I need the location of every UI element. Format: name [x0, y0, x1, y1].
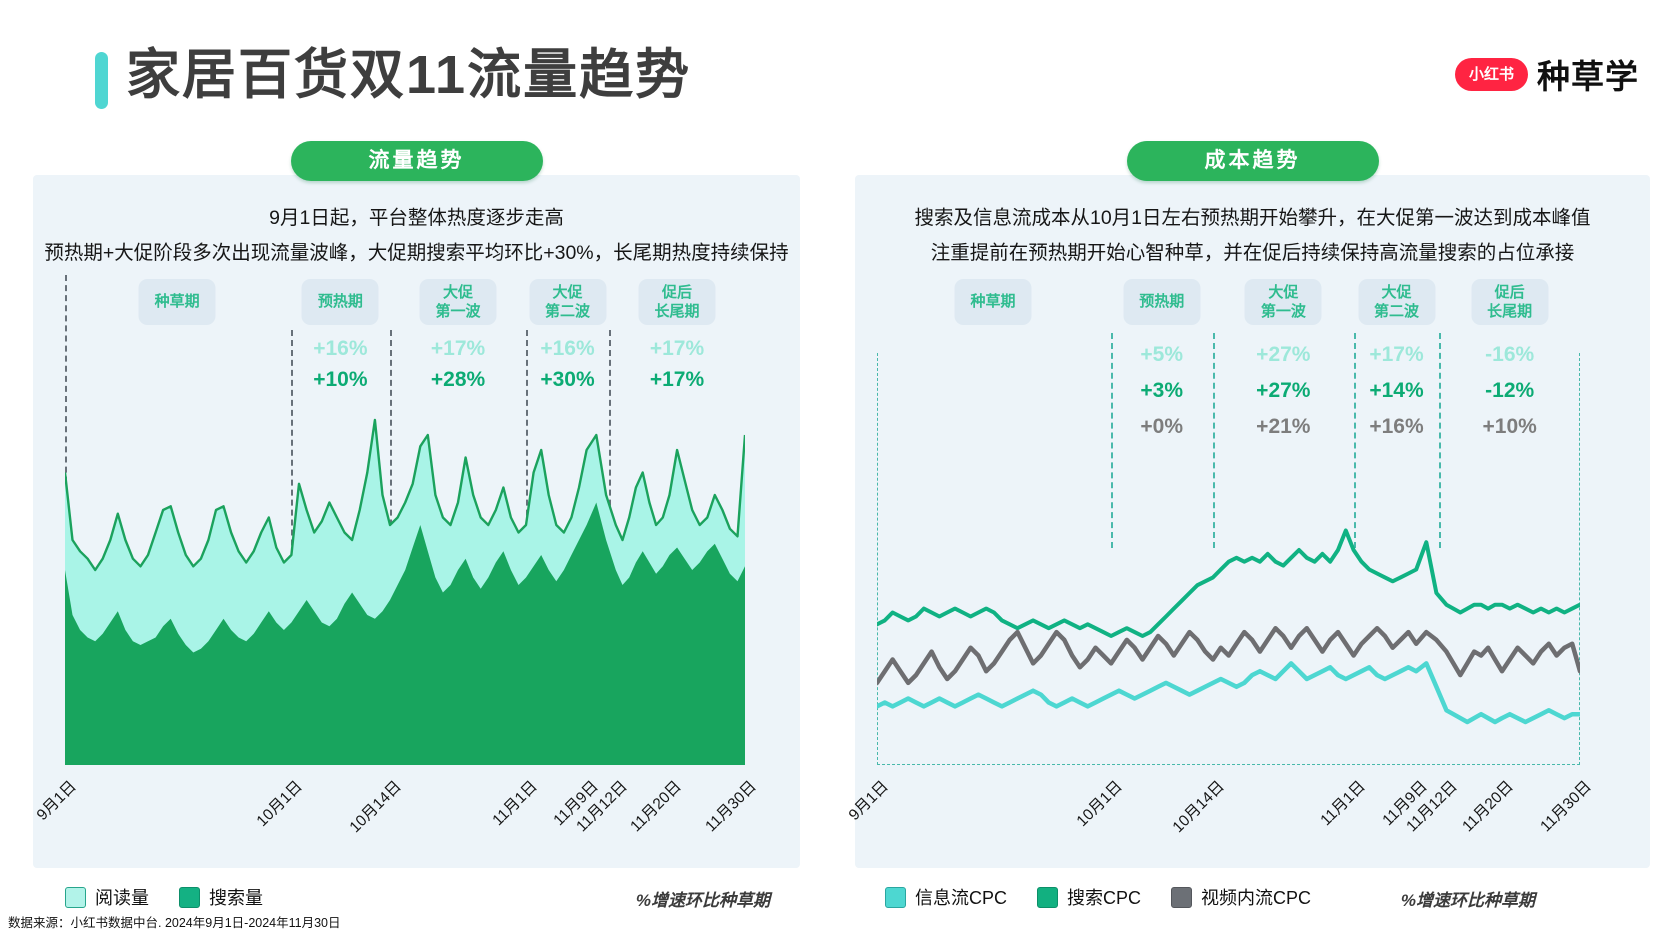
phase-label: 种草期	[138, 279, 216, 325]
section-pill-cost: 成本趋势	[1126, 141, 1379, 181]
phase-boundary-line	[1111, 333, 1114, 548]
legend-item: 搜索CPC	[1037, 884, 1141, 910]
growth-value: +16%	[540, 337, 595, 360]
phase-label: 大促 第一波	[1244, 279, 1322, 325]
growth-value: +14%	[1369, 379, 1424, 402]
brand-name: 种草学	[1537, 58, 1639, 95]
traffic-chart-area: 种草期 预热期 大促 第一波 大促 第二波 促后 长尾期 +16% +10% +17% +28% +16…	[33, 175, 800, 868]
page-title: 家居百货双11流量趋势	[126, 45, 692, 105]
legend-swatch	[885, 886, 906, 908]
x-axis-label: 10月14日	[1169, 777, 1228, 837]
growth-value: +21%	[1256, 415, 1311, 438]
traffic-growth-note: %增速环比种草期	[635, 891, 770, 910]
cost-growth-note: %增速环比种草期	[1400, 891, 1535, 910]
phase-label: 大促 第二波	[1358, 279, 1436, 325]
cost-legend: 信息流CPC 搜索CPC 视频内流CPC	[885, 884, 1311, 910]
legend-label: 阅读量	[95, 888, 149, 908]
traffic-area-plot	[65, 390, 745, 765]
legend-swatch	[1171, 886, 1193, 908]
growth-value-column: +16% +10%	[313, 337, 367, 399]
growth-value: +5%	[1140, 343, 1184, 366]
phase-label: 预热期	[1123, 279, 1201, 325]
phase-label: 大促 第二波	[529, 279, 607, 325]
legend-label: 信息流CPC	[915, 888, 1008, 908]
legend-item: 搜索量	[179, 884, 263, 910]
growth-value: +3%	[1140, 379, 1184, 402]
growth-value-column: +5% +3% +0%	[1140, 343, 1183, 451]
growth-value-column: +16% +30%	[540, 337, 594, 399]
x-axis-label: 10月1日	[1073, 777, 1126, 831]
x-axis-label: 10月1日	[254, 777, 307, 831]
growth-value: +28%	[430, 368, 486, 391]
growth-value: +17%	[1369, 343, 1424, 366]
legend-swatch	[179, 886, 200, 908]
xiaohongshu-badge: 小红书	[1454, 57, 1528, 91]
x-axis-label: 9月1日	[845, 777, 892, 824]
legend-label: 视频内流CPC	[1201, 888, 1312, 908]
growth-value-column: +17% +28%	[431, 337, 485, 399]
traffic-description-line2: 预热期+大促阶段多次出现流量波峰，大促期搜索平均环比+30%，长尾期热度持续保持	[44, 242, 789, 264]
phase-boundary-line	[1353, 333, 1356, 548]
phase-label: 促后 长尾期	[638, 279, 716, 325]
cost-description-line2: 注重提前在预热期开始心智种草，并在促后持续保持高流量搜索的占位承接	[930, 242, 1575, 264]
x-axis-label: 10月14日	[346, 777, 405, 837]
phase-label: 种草期	[954, 279, 1032, 325]
chart-dashed-frame	[877, 353, 1580, 765]
traffic-legend: 阅读量 搜索量	[65, 884, 263, 910]
growth-value: +10%	[313, 368, 368, 391]
growth-value: +17%	[649, 337, 705, 360]
cost-description-line1: 搜索及信息流成本从10月1日左右预热期开始攀升，在大促第一波达到成本峰值	[914, 207, 1591, 229]
growth-value-column: +17% +17%	[650, 337, 704, 399]
cost-trend-panel: 成本趋势 搜索及信息流成本从10月1日左右预热期开始攀升，在大促第一波达到成本峰…	[846, 141, 1650, 868]
legend-item: 阅读量	[65, 884, 149, 910]
cost-line-chart-svg	[877, 528, 1580, 725]
growth-value: -16%	[1485, 343, 1535, 366]
phase-label: 促后 长尾期	[1471, 279, 1549, 325]
growth-value-column: -16% -12% +10%	[1483, 343, 1537, 451]
growth-value-column: +27% +27% +21%	[1256, 343, 1310, 451]
growth-value: +16%	[1369, 415, 1424, 438]
legend-label: 搜索CPC	[1067, 888, 1142, 908]
legend-item: 视频内流CPC	[1171, 884, 1311, 910]
growth-value: +27%	[1256, 343, 1311, 366]
growth-value: +30%	[540, 368, 595, 391]
phase-boundary-line	[1213, 333, 1216, 548]
growth-value: +17%	[430, 337, 486, 360]
legend-swatch	[65, 886, 86, 908]
legend-item: 信息流CPC	[885, 884, 1007, 910]
section-pill-traffic: 流量趋势	[290, 141, 543, 181]
traffic-description-line1: 9月1日起，平台整体热度逐步走高	[269, 207, 564, 229]
legend-swatch	[1037, 886, 1059, 908]
phase-label: 预热期	[301, 279, 379, 325]
traffic-trend-panel: 流量趋势 9月1日起，平台整体热度逐步走高 预热期+大促阶段多次出现流量波峰，大…	[33, 141, 800, 868]
growth-value: +10%	[1482, 415, 1537, 438]
data-source: 数据来源：小红书数据中台. 2024年9月1日-2024年11月30日	[8, 916, 341, 930]
growth-value: +17%	[649, 368, 705, 391]
growth-value: +27%	[1256, 379, 1311, 402]
legend-label: 搜索量	[209, 888, 263, 908]
phase-boundary-line	[1439, 333, 1442, 548]
cost-chart-area: 种草期 预热期 大促 第一波 大促 第二波 促后 长尾期 +5% +3% +0% +27% +27% +2…	[846, 175, 1650, 868]
brand-logo: 小红书 种草学	[1454, 50, 1639, 98]
traffic-area-chart-svg	[65, 418, 745, 765]
growth-value-column: +17% +14% +16%	[1369, 343, 1423, 451]
growth-value: -12%	[1485, 379, 1535, 402]
growth-value: +16%	[313, 337, 368, 360]
cost-line-plot	[877, 335, 1580, 765]
phase-label: 大促 第一波	[419, 279, 497, 325]
x-axis-label: 9月1日	[33, 777, 80, 824]
title-accent-bar	[95, 52, 108, 109]
growth-value: +0%	[1140, 415, 1184, 438]
